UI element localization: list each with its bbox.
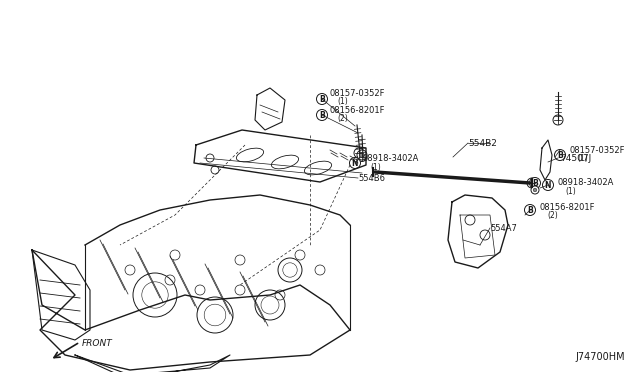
Circle shape (525, 205, 536, 215)
Text: (2): (2) (547, 211, 557, 219)
Circle shape (554, 150, 566, 160)
Text: B: B (319, 110, 325, 119)
Circle shape (349, 157, 360, 169)
Text: B: B (532, 179, 538, 187)
Circle shape (527, 178, 537, 188)
Text: 554A7: 554A7 (490, 224, 517, 232)
Text: B: B (319, 94, 325, 103)
Text: FRONT: FRONT (82, 340, 113, 349)
Text: 08918-3402A: 08918-3402A (558, 177, 614, 186)
Text: (1): (1) (337, 96, 348, 106)
Text: N: N (352, 158, 358, 167)
Circle shape (360, 153, 364, 157)
Text: 08918-3402A: 08918-3402A (363, 154, 419, 163)
Circle shape (533, 188, 537, 192)
Text: 74507J: 74507J (560, 154, 591, 163)
Text: (1): (1) (577, 154, 588, 163)
Text: 08156-8201F: 08156-8201F (330, 106, 385, 115)
Circle shape (543, 180, 554, 190)
Circle shape (357, 150, 367, 160)
Circle shape (354, 148, 364, 158)
Text: B: B (527, 205, 533, 215)
Circle shape (529, 177, 541, 189)
Text: (2): (2) (337, 113, 348, 122)
Text: (1): (1) (370, 163, 381, 171)
Text: B: B (557, 151, 563, 160)
Text: 08156-8201F: 08156-8201F (540, 202, 595, 212)
Text: 08157-0352F: 08157-0352F (330, 89, 385, 97)
Circle shape (317, 93, 328, 105)
Circle shape (317, 109, 328, 121)
Text: 08157-0352F: 08157-0352F (570, 145, 625, 154)
Circle shape (358, 153, 367, 161)
Text: 554B6: 554B6 (358, 173, 385, 183)
Circle shape (531, 186, 539, 194)
Text: (1): (1) (565, 186, 576, 196)
Text: J74700HM: J74700HM (575, 352, 625, 362)
Text: 554B2: 554B2 (468, 138, 497, 148)
Text: N: N (545, 180, 551, 189)
Circle shape (553, 115, 563, 125)
